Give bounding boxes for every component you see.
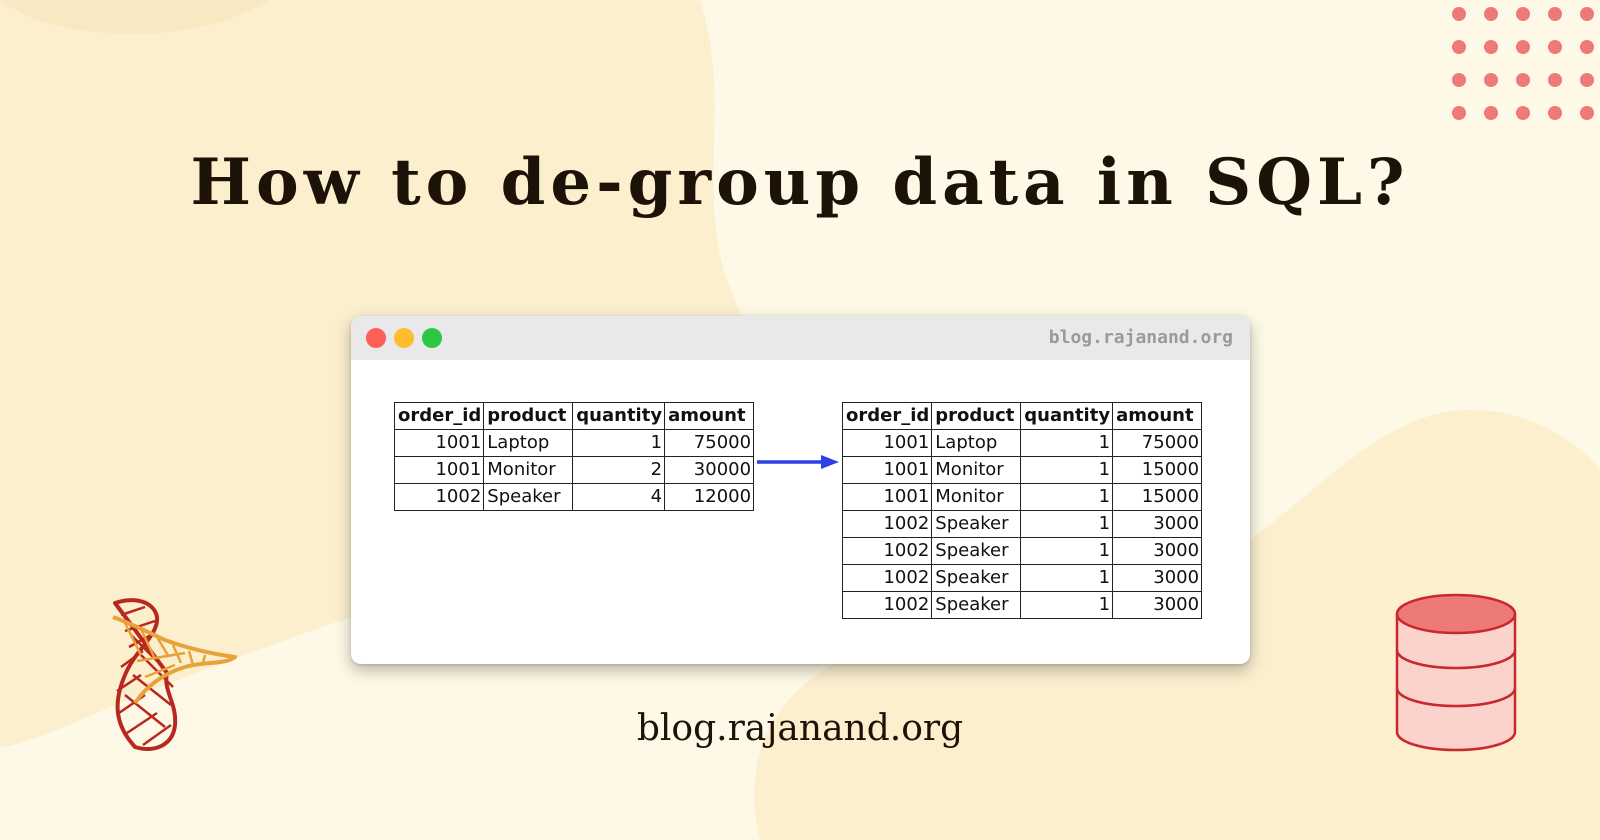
table-cell: 1 <box>1020 483 1114 511</box>
decor-dot <box>1548 40 1562 54</box>
column-header: quantity <box>1020 402 1114 430</box>
table-cell: Laptop <box>483 429 574 457</box>
decor-dot <box>1580 40 1594 54</box>
input-table: order_id product quantity amount 1001 Laptop… <box>393 402 755 511</box>
table-cell: 1001 <box>841 483 933 511</box>
decor-dot <box>1516 106 1530 120</box>
decor-dot <box>1452 73 1466 87</box>
decor-dot <box>1484 7 1498 21</box>
table-cell: Speaker <box>931 564 1022 592</box>
table-row: 1001 Monitor 1 15000 <box>841 483 1203 511</box>
table-row: 1001 Laptop 1 75000 <box>841 429 1203 457</box>
table-row: 1002 Speaker 1 3000 <box>841 591 1203 619</box>
column-header: product <box>931 402 1022 430</box>
table-cell: 3000 <box>1112 564 1203 592</box>
table-cell: 3000 <box>1112 510 1203 538</box>
page-title: How to de-group data in SQL? <box>190 145 1410 220</box>
table-cell: Speaker <box>931 510 1022 538</box>
column-header: order_id <box>841 402 933 430</box>
table-cell: 2 <box>572 456 666 484</box>
table-row: 1002 Speaker 4 12000 <box>393 483 755 511</box>
table-cell: 75000 <box>1112 429 1203 457</box>
decor-dot <box>1452 40 1466 54</box>
table-cell: 1001 <box>841 456 933 484</box>
table-cell: 1001 <box>841 429 933 457</box>
table-cell: Monitor <box>931 456 1022 484</box>
table-row: 1002 Speaker 1 3000 <box>841 564 1203 592</box>
maximize-button[interactable] <box>422 328 442 348</box>
column-header: quantity <box>572 402 666 430</box>
table-cell: 1002 <box>841 537 933 565</box>
column-header: amount <box>664 402 755 430</box>
decor-dot <box>1484 73 1498 87</box>
table-cell: Monitor <box>483 456 574 484</box>
minimize-button[interactable] <box>394 328 414 348</box>
sql-server-logo-icon <box>112 598 237 751</box>
decor-dot <box>1580 106 1594 120</box>
decor-dot <box>1548 106 1562 120</box>
decor-dot <box>1580 7 1594 21</box>
decor-dot <box>1580 73 1594 87</box>
table-cell: 1001 <box>393 429 485 457</box>
table-cell: 15000 <box>1112 483 1203 511</box>
decor-dot <box>1484 106 1498 120</box>
table-cell: 3000 <box>1112 591 1203 619</box>
table-header-row: order_id product quantity amount <box>393 402 755 430</box>
table-row: 1001 Laptop 1 75000 <box>393 429 755 457</box>
table-row: 1002 Speaker 1 3000 <box>841 537 1203 565</box>
table-cell: 30000 <box>664 456 755 484</box>
table-cell: Speaker <box>931 537 1022 565</box>
table-cell: Speaker <box>483 483 574 511</box>
browser-window: blog.rajanand.org order_id product quantit… <box>351 316 1250 664</box>
window-titlebar: blog.rajanand.org <box>351 316 1250 360</box>
table-cell: 1 <box>572 429 666 457</box>
right-arrow-icon <box>757 455 839 469</box>
decor-dot <box>1516 7 1530 21</box>
table-cell: 1 <box>1020 564 1114 592</box>
table-cell: 1 <box>1020 456 1114 484</box>
table-cell: Laptop <box>931 429 1022 457</box>
table-row: 1001 Monitor 2 30000 <box>393 456 755 484</box>
table-cell: 75000 <box>664 429 755 457</box>
decor-dot <box>1548 7 1562 21</box>
table-cell: 4 <box>572 483 666 511</box>
decor-dot <box>1484 40 1498 54</box>
table-cell: 1 <box>1020 429 1114 457</box>
table-cell: 1002 <box>393 483 485 511</box>
column-header: product <box>483 402 574 430</box>
table-header-row: order_id product quantity amount <box>841 402 1203 430</box>
table-cell: 1002 <box>841 591 933 619</box>
decor-dot <box>1516 73 1530 87</box>
table-row: 1002 Speaker 1 3000 <box>841 510 1203 538</box>
table-cell: 1002 <box>841 564 933 592</box>
table-cell: 1 <box>1020 591 1114 619</box>
output-table: order_id product quantity amount 1001 Laptop… <box>841 402 1203 619</box>
column-header: order_id <box>393 402 485 430</box>
decor-dot <box>1548 73 1562 87</box>
background-blob-top <box>0 0 270 34</box>
database-cylinder-icon <box>1395 593 1517 752</box>
decor-dot <box>1516 40 1530 54</box>
table-cell: 1001 <box>393 456 485 484</box>
dot-grid-decoration <box>1452 7 1600 122</box>
table-cell: 1002 <box>841 510 933 538</box>
table-row: 1001 Monitor 1 15000 <box>841 456 1203 484</box>
decor-dot <box>1452 7 1466 21</box>
table-cell: 12000 <box>664 483 755 511</box>
table-cell: 3000 <box>1112 537 1203 565</box>
footer-url: blog.rajanand.org <box>636 708 964 749</box>
table-cell: 1 <box>1020 537 1114 565</box>
table-cell: 1 <box>1020 510 1114 538</box>
column-header: amount <box>1112 402 1203 430</box>
close-button[interactable] <box>366 328 386 348</box>
table-cell: 15000 <box>1112 456 1203 484</box>
window-url: blog.rajanand.org <box>1048 327 1233 348</box>
decor-dot <box>1452 106 1466 120</box>
table-cell: Monitor <box>931 483 1022 511</box>
table-cell: Speaker <box>931 591 1022 619</box>
